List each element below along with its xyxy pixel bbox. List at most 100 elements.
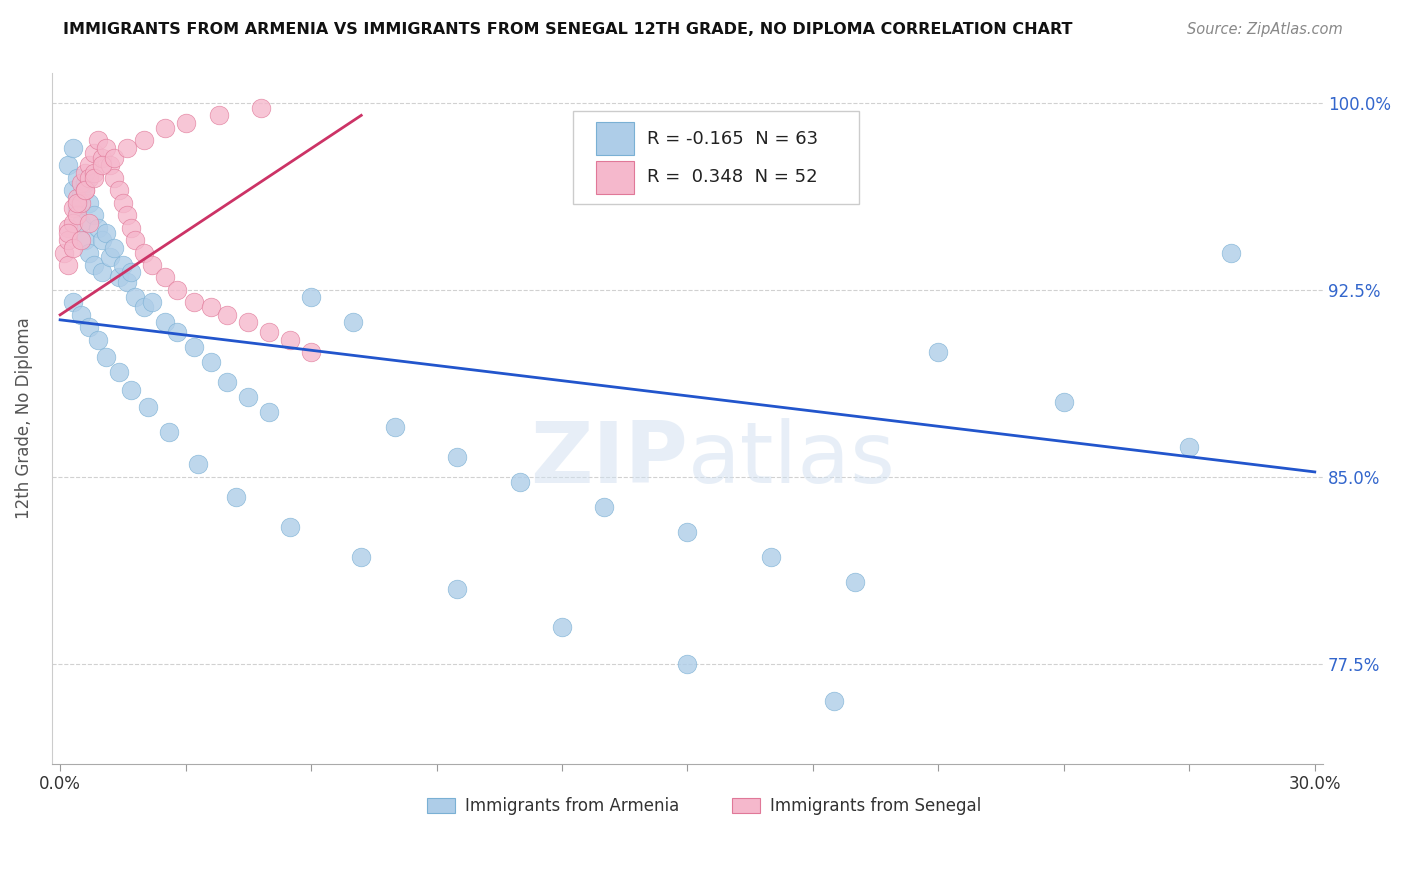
Point (225, 490, 247, 504)
Point (200, 355, 222, 369)
Point (91, 265, 114, 279)
Point (927, 345, 949, 359)
Text: Source: ZipAtlas.com: Source: ZipAtlas.com (1187, 22, 1343, 37)
Point (79, 170, 101, 185)
Point (124, 290, 146, 304)
Point (592, 500, 614, 514)
Point (141, 295, 163, 310)
Point (115, 141, 138, 155)
Point (103, 151, 125, 165)
Point (157, 425, 180, 439)
Point (183, 295, 205, 310)
Text: R =  0.348  N = 52: R = 0.348 N = 52 (647, 169, 817, 186)
Text: Immigrants from Senegal: Immigrants from Senegal (770, 797, 981, 814)
Point (75, 183, 97, 197)
Point (183, 340, 205, 354)
Bar (596, 161, 634, 194)
Point (98, 158, 121, 172)
Point (79, 245, 101, 260)
Point (62, 295, 84, 310)
Point (551, 619, 574, 633)
Point (1178, 440, 1201, 454)
Point (124, 233, 146, 247)
Point (446, 450, 468, 464)
Point (87, 333, 110, 347)
Point (1053, 395, 1076, 409)
Point (70, 188, 93, 202)
Text: ZIP: ZIP (530, 418, 688, 501)
Point (58, 220, 80, 235)
Point (107, 270, 129, 285)
Point (79, 216, 101, 230)
Point (103, 170, 125, 185)
Point (91, 233, 114, 247)
Point (823, 694, 845, 708)
Point (103, 240, 125, 254)
Point (384, 420, 406, 434)
Point (115, 276, 138, 290)
Point (250, 101, 273, 115)
Point (58, 233, 80, 247)
Point (257, 405, 280, 419)
Point (238, 390, 260, 404)
Point (66, 208, 89, 222)
Point (58, 158, 80, 172)
Point (94, 141, 117, 155)
Point (91, 151, 114, 165)
Point (53, 245, 76, 260)
Point (132, 245, 155, 260)
Point (111, 258, 134, 272)
Point (166, 326, 188, 340)
Point (70, 216, 93, 230)
Point (87, 220, 110, 235)
Bar (733, 798, 759, 814)
Point (66, 170, 89, 185)
Point (446, 582, 468, 596)
Bar (596, 122, 634, 155)
Point (299, 290, 322, 304)
Point (759, 549, 782, 564)
Point (62, 240, 84, 254)
Point (238, 315, 260, 329)
Y-axis label: 12th Grade, No Diploma: 12th Grade, No Diploma (15, 318, 32, 519)
Point (120, 383, 142, 397)
Point (299, 345, 322, 359)
Point (200, 301, 222, 315)
Point (79, 195, 101, 210)
Point (208, 108, 231, 122)
Point (676, 524, 699, 539)
Point (58, 258, 80, 272)
Point (107, 183, 129, 197)
Point (62, 201, 84, 215)
Point (83, 170, 105, 185)
FancyBboxPatch shape (574, 111, 859, 204)
Point (75, 183, 97, 197)
Point (83, 258, 105, 272)
Text: R = -0.165  N = 63: R = -0.165 N = 63 (647, 129, 818, 147)
Point (75, 176, 97, 190)
Point (141, 258, 163, 272)
Point (91, 158, 114, 172)
Point (83, 208, 105, 222)
Point (844, 574, 866, 589)
Point (174, 116, 197, 130)
Text: IMMIGRANTS FROM ARMENIA VS IMMIGRANTS FROM SENEGAL 12TH GRADE, NO DIPLOMA CORREL: IMMIGRANTS FROM ARMENIA VS IMMIGRANTS FR… (63, 22, 1073, 37)
Point (350, 549, 373, 564)
Point (75, 166, 97, 180)
Point (66, 195, 89, 210)
Point (136, 400, 159, 414)
Point (278, 333, 301, 347)
Point (75, 233, 97, 247)
Point (66, 191, 89, 205)
Point (120, 265, 142, 279)
Point (1220, 245, 1243, 260)
Point (153, 120, 176, 135)
Point (153, 270, 176, 285)
Point (94, 350, 117, 364)
Point (62, 183, 84, 197)
Point (83, 166, 105, 180)
Point (166, 283, 188, 297)
Point (115, 208, 138, 222)
Point (66, 201, 89, 215)
Point (111, 195, 134, 210)
